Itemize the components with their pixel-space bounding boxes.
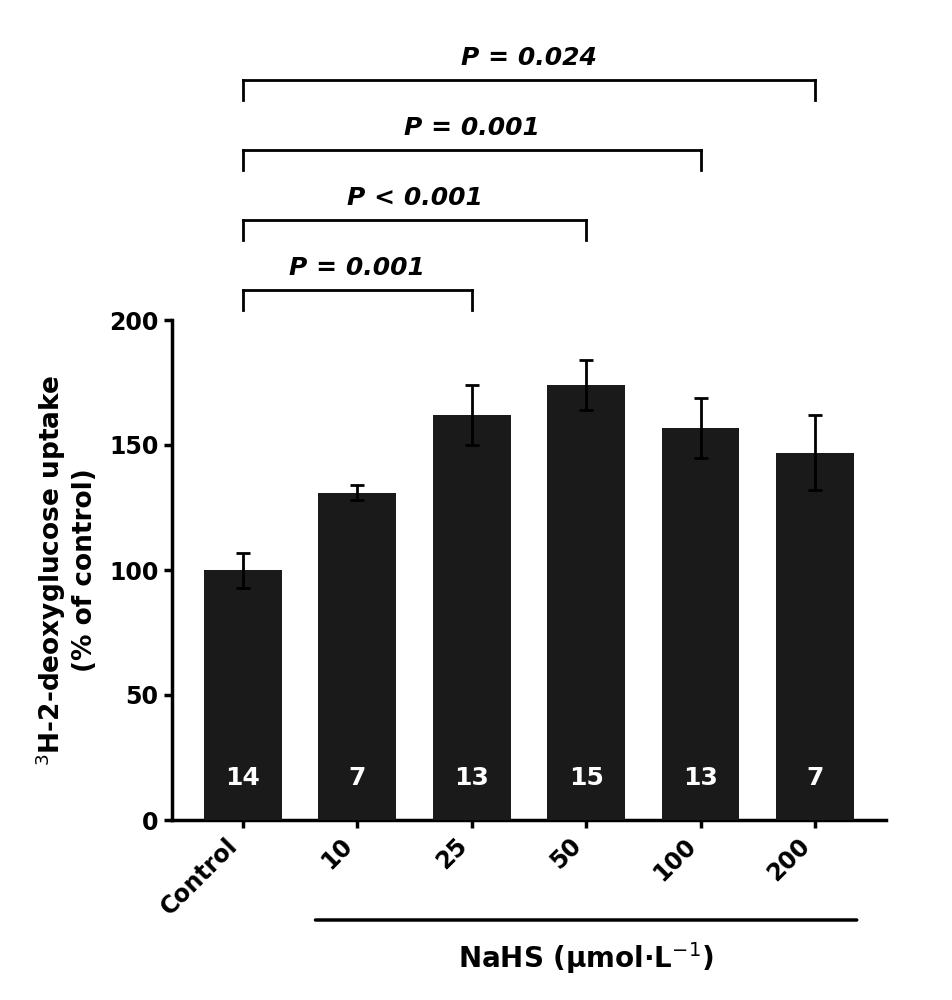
Text: 14: 14 [226,766,260,790]
Text: 13: 13 [454,766,488,790]
Text: P = 0.001: P = 0.001 [289,256,425,280]
Text: P < 0.001: P < 0.001 [347,186,482,210]
Bar [432,415,510,820]
Bar [775,452,853,820]
Text: NaHS ($\mathregular{\mu}$mol·L$^{-1}$): NaHS ($\mathregular{\mu}$mol·L$^{-1}$) [458,940,713,976]
Text: P = 0.024: P = 0.024 [461,46,596,70]
Text: 13: 13 [683,766,717,790]
Bar [318,493,396,820]
Bar [204,570,282,820]
Bar [661,428,739,820]
Text: P = 0.001: P = 0.001 [404,116,539,140]
Y-axis label: $^3$H-2-deoxyglucose uptake
(% of control): $^3$H-2-deoxyglucose uptake (% of contro… [33,374,98,766]
Text: 7: 7 [805,766,823,790]
Bar [546,385,625,820]
Text: 7: 7 [348,766,366,790]
Text: 15: 15 [568,766,603,790]
